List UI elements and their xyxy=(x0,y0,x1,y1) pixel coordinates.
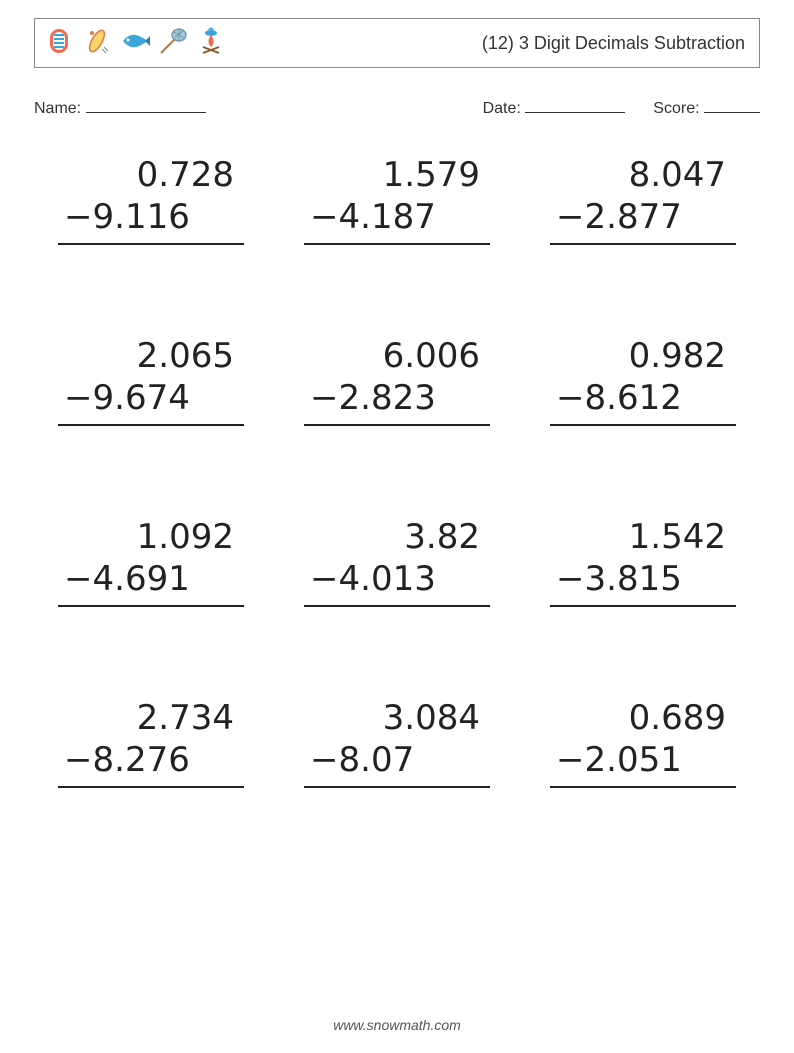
subtrahend: 2.051 xyxy=(550,739,736,788)
problem: 6.006 2.823 xyxy=(304,335,490,426)
subtrahend: 8.612 xyxy=(550,377,736,426)
problem: 1.542 3.815 xyxy=(550,516,736,607)
minuend: 0.689 xyxy=(550,697,736,740)
problem: 2.734 8.276 xyxy=(58,697,244,788)
minuend: 2.734 xyxy=(58,697,244,740)
worksheet-title: (12) 3 Digit Decimals Subtraction xyxy=(482,33,745,54)
subtrahend: 2.877 xyxy=(550,196,736,245)
subtrahend: 2.823 xyxy=(304,377,490,426)
name-field: Name: xyxy=(34,96,483,118)
date-label: Date: xyxy=(483,100,521,117)
minuend: 0.982 xyxy=(550,335,736,378)
name-blank[interactable] xyxy=(86,96,206,113)
subtrahend: 8.276 xyxy=(58,739,244,788)
minuend: 1.542 xyxy=(550,516,736,559)
problem: 1.579 4.187 xyxy=(304,154,490,245)
problem: 0.689 2.051 xyxy=(550,697,736,788)
subtrahend: 9.116 xyxy=(58,196,244,245)
minuend: 1.092 xyxy=(58,516,244,559)
subtrahend: 3.815 xyxy=(550,558,736,607)
problem: 0.982 8.612 xyxy=(550,335,736,426)
problem: 3.084 8.07 xyxy=(304,697,490,788)
footer-url: www.snowmath.com xyxy=(0,1017,794,1033)
score-field: Score: xyxy=(653,96,760,118)
problem: 8.047 2.877 xyxy=(550,154,736,245)
minuend: 3.82 xyxy=(304,516,490,559)
problem: 1.092 4.691 xyxy=(58,516,244,607)
minuend: 3.084 xyxy=(304,697,490,740)
minuend: 1.579 xyxy=(304,154,490,197)
meta-row: Name: Date: Score: xyxy=(34,96,760,118)
net-icon xyxy=(157,25,189,62)
subtrahend: 4.187 xyxy=(304,196,490,245)
minuend: 6.006 xyxy=(304,335,490,378)
problem: 3.82 4.013 xyxy=(304,516,490,607)
minuend: 2.065 xyxy=(58,335,244,378)
subtrahend: 4.691 xyxy=(58,558,244,607)
fish-icon xyxy=(119,25,151,62)
problem: 0.728 9.116 xyxy=(58,154,244,245)
date-blank[interactable] xyxy=(525,96,625,113)
subtrahend: 4.013 xyxy=(304,558,490,607)
date-field: Date: xyxy=(483,96,626,118)
raft-icon xyxy=(43,25,75,62)
subtrahend: 9.674 xyxy=(58,377,244,426)
score-blank[interactable] xyxy=(704,96,760,113)
campfire-icon xyxy=(195,25,227,62)
minuend: 0.728 xyxy=(58,154,244,197)
minuend: 8.047 xyxy=(550,154,736,197)
problem: 2.065 9.674 xyxy=(58,335,244,426)
fishing-lure-icon xyxy=(81,25,113,62)
score-label: Score: xyxy=(653,100,699,117)
name-label: Name: xyxy=(34,100,81,117)
header-icons xyxy=(43,25,227,62)
header-box: (12) 3 Digit Decimals Subtraction xyxy=(34,18,760,68)
problems-grid: 0.728 9.116 1.579 4.187 8.047 2.877 2.06… xyxy=(34,154,760,788)
subtrahend: 8.07 xyxy=(304,739,490,788)
